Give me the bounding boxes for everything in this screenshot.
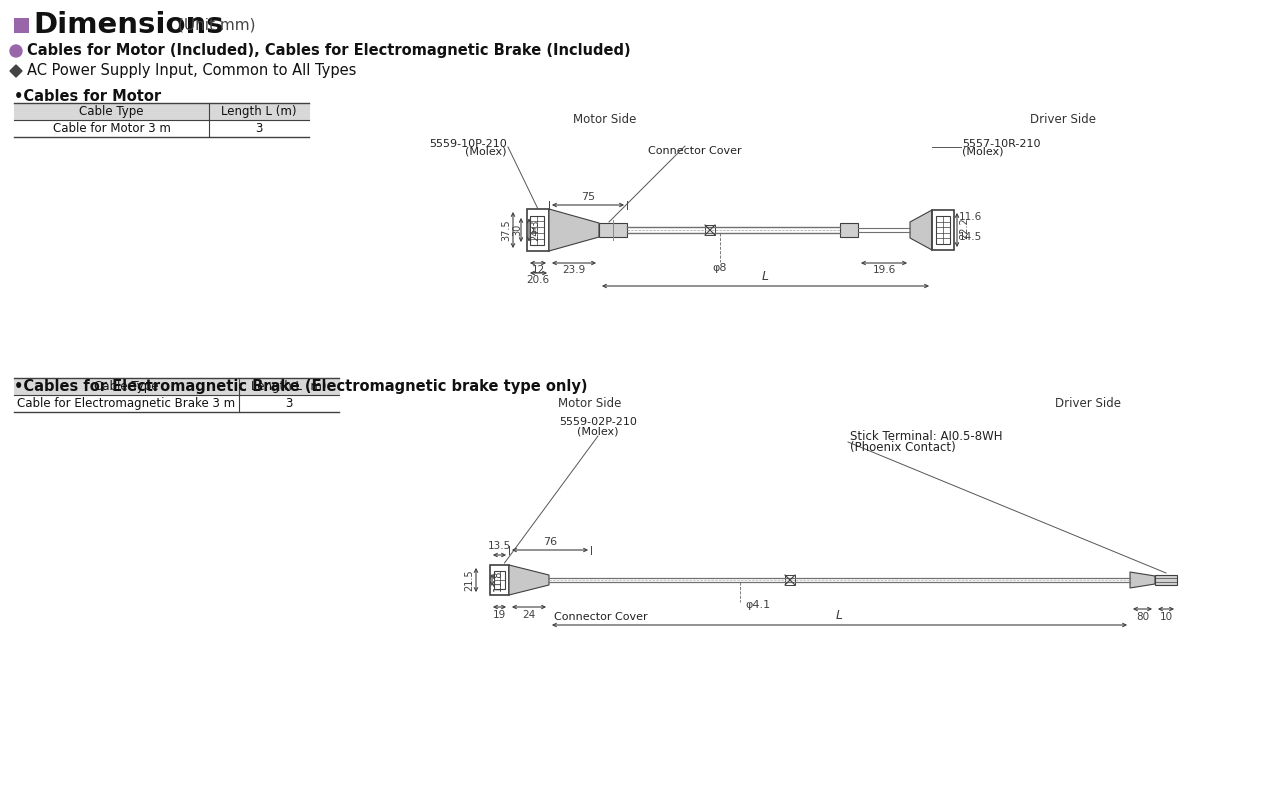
Text: Cable Type: Cable Type	[95, 380, 159, 393]
Text: 21.5: 21.5	[465, 569, 474, 591]
Text: Motor Side: Motor Side	[573, 113, 636, 126]
Polygon shape	[10, 65, 22, 77]
Text: Connector Cover: Connector Cover	[554, 612, 648, 622]
Bar	[490, 565, 509, 595]
Text: Connector Cover: Connector Cover	[648, 146, 742, 156]
Bar	[239, 378, 339, 395]
Polygon shape	[910, 210, 932, 250]
Bar	[1155, 575, 1178, 585]
Text: 13.5: 13.5	[488, 541, 511, 551]
Bar	[705, 225, 716, 235]
Polygon shape	[1130, 572, 1155, 588]
Bar	[932, 210, 954, 250]
Text: 10: 10	[1160, 612, 1172, 622]
Text: Stick Terminal: AI0.5-8WH: Stick Terminal: AI0.5-8WH	[850, 431, 1002, 444]
Text: 19.6: 19.6	[873, 265, 896, 275]
Text: Length L (m): Length L (m)	[251, 380, 326, 393]
Text: 5559-10P-210: 5559-10P-210	[429, 139, 507, 149]
Bar	[527, 209, 549, 251]
Text: 80: 80	[1135, 612, 1149, 622]
Text: L: L	[762, 270, 769, 283]
Text: (Unit mm): (Unit mm)	[178, 17, 256, 33]
Text: 19: 19	[493, 610, 506, 620]
Bar	[785, 575, 795, 585]
Text: 11.6: 11.6	[959, 212, 982, 222]
Text: 20.6: 20.6	[526, 275, 549, 285]
Text: Dimensions: Dimensions	[33, 11, 224, 39]
Text: AC Power Supply Input, Common to All Types: AC Power Supply Input, Common to All Typ…	[27, 64, 356, 79]
Text: 24: 24	[522, 610, 535, 620]
Text: Cable Type: Cable Type	[79, 105, 143, 118]
Text: (Molex): (Molex)	[963, 147, 1004, 157]
Text: φ4.1: φ4.1	[745, 600, 771, 610]
Text: 75: 75	[581, 192, 595, 202]
Bar	[14, 18, 29, 33]
Text: 76: 76	[543, 537, 557, 547]
Text: 24.3: 24.3	[530, 219, 540, 241]
Text: 37.5: 37.5	[500, 219, 511, 241]
Text: 30: 30	[512, 224, 522, 236]
Text: 12: 12	[531, 265, 544, 275]
Text: 14.5: 14.5	[959, 232, 982, 242]
Bar	[14, 103, 209, 120]
Text: Motor Side: Motor Side	[558, 397, 622, 410]
Text: (Phoenix Contact): (Phoenix Contact)	[850, 441, 956, 455]
Text: (Molex): (Molex)	[466, 147, 507, 157]
Text: φ8: φ8	[713, 263, 727, 273]
Text: 23.9: 23.9	[562, 265, 586, 275]
Bar	[209, 103, 308, 120]
Text: 22.2: 22.2	[959, 217, 969, 238]
Bar	[840, 223, 858, 237]
Text: Cable for Electromagnetic Brake 3 m: Cable for Electromagnetic Brake 3 m	[18, 397, 236, 410]
Circle shape	[10, 45, 22, 57]
Bar	[936, 216, 950, 244]
Text: 3: 3	[255, 122, 262, 135]
Text: 11.8: 11.8	[493, 569, 503, 591]
Text: Cables for Motor (Included), Cables for Electromagnetic Brake (Included): Cables for Motor (Included), Cables for …	[27, 44, 631, 59]
Text: (Molex): (Molex)	[577, 426, 618, 436]
Bar	[530, 215, 544, 245]
Text: Driver Side: Driver Side	[1055, 397, 1121, 410]
Text: 5559-02P-210: 5559-02P-210	[559, 417, 637, 427]
Text: 3: 3	[285, 397, 293, 410]
Bar	[14, 378, 239, 395]
Text: Length L (m): Length L (m)	[221, 105, 297, 118]
Polygon shape	[549, 209, 599, 251]
Text: •Cables for Motor: •Cables for Motor	[14, 89, 161, 104]
Text: Driver Side: Driver Side	[1030, 113, 1096, 126]
Bar	[494, 571, 506, 589]
Text: •Cables for Electromagnetic Brake (Electromagnetic brake type only): •Cables for Electromagnetic Brake (Elect…	[14, 379, 588, 394]
Text: 5557-10R-210: 5557-10R-210	[963, 139, 1041, 149]
Text: Cable for Motor 3 m: Cable for Motor 3 m	[52, 122, 170, 135]
Polygon shape	[509, 565, 549, 595]
Text: L: L	[836, 609, 844, 622]
Bar	[599, 223, 627, 237]
